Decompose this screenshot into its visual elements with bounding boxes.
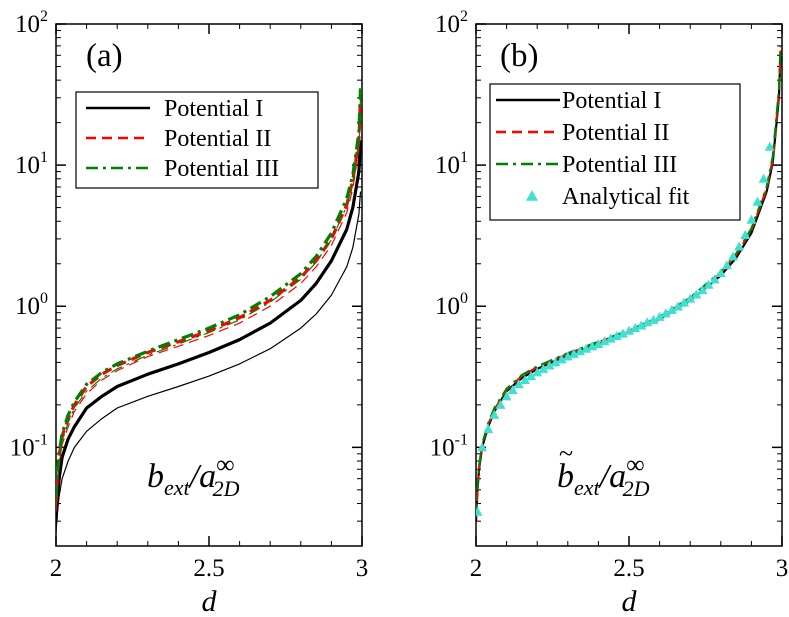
analytical-fit-point <box>636 320 647 330</box>
analytical-fit-point <box>532 367 543 377</box>
x-axis-label-a: d <box>202 585 218 617</box>
y-tick-label: 100 <box>435 290 468 320</box>
y-tick-label: 102 <box>15 8 48 38</box>
annotation-a: bext/a∞ 2D <box>147 450 240 501</box>
series-line-potential-ii <box>56 97 362 504</box>
legend-a: Potential I Potential II Potential III <box>75 91 319 189</box>
analytical-fit-point <box>611 331 622 341</box>
y-tick-label: 101 <box>15 149 48 179</box>
analytical-fit-point <box>507 384 518 394</box>
analytical-fit-point <box>648 314 659 324</box>
analytical-fit-point <box>642 317 653 327</box>
legend-label-potential-ii: Potential II <box>164 126 271 152</box>
analytical-fit-point <box>593 339 604 349</box>
analytical-fit-point <box>624 325 634 335</box>
x-axis-label-b: d <box>622 585 638 617</box>
annotation-tilde-b: ~ <box>559 439 573 468</box>
series-line-potential-iii <box>56 88 362 497</box>
analytical-fit-point <box>703 279 714 289</box>
analytical-fit-point <box>483 423 494 433</box>
analytical-fit-point <box>654 311 665 321</box>
analytical-fit-point <box>715 268 726 278</box>
analytical-fit-point <box>575 346 586 356</box>
x-tick-label: 2.5 <box>193 555 224 582</box>
analytical-fit-point <box>721 260 732 270</box>
analytical-fit-point <box>666 305 677 315</box>
analytical-fit-point <box>495 399 506 409</box>
analytical-fit-point <box>709 274 720 284</box>
legend-label-potential-iii: Potential III <box>164 156 279 182</box>
y-tick-label: 102 <box>435 8 468 38</box>
analytical-fit-point <box>562 351 573 361</box>
legend-swatch-analytical-fit <box>526 190 538 201</box>
analytical-fit-point <box>568 348 579 358</box>
x-tick-label: 2.5 <box>613 555 644 582</box>
y-tick-label: 100 <box>15 290 48 320</box>
y-tick-label: 10-1 <box>10 431 48 461</box>
analytical-fit-point <box>660 308 671 318</box>
analytical-fit-point <box>630 323 641 333</box>
x-tick-label: 3 <box>776 555 789 582</box>
series-line-potential-i <box>56 191 362 533</box>
analytical-fit-point <box>697 285 708 295</box>
analytical-fit-point <box>599 336 610 346</box>
legend-label-potential-ii: Potential II <box>562 120 669 146</box>
series-line-potential-ii <box>56 108 362 512</box>
curves-b <box>476 45 782 522</box>
axis-ticks-a <box>55 23 363 547</box>
legend-label-potential-i: Potential I <box>164 96 263 122</box>
legend-label-analytical-fit: Analytical fit <box>562 184 690 210</box>
analytical-fit-point <box>764 141 775 151</box>
y-tick-label: 10-1 <box>430 431 468 461</box>
analytical-fit-point <box>538 363 549 373</box>
y-tick-labels-b: 102 101 100 10-1 <box>430 8 468 461</box>
curves-a <box>56 88 362 533</box>
panel-label-a: (a) <box>86 38 123 74</box>
analytical-fit-point <box>581 343 592 353</box>
annotation-b: bext/a∞ 2D <box>557 450 650 501</box>
legend-b: Potential I Potential II Potential III Anal… <box>489 83 741 221</box>
analytical-fit-point <box>672 301 683 311</box>
x-tick-label: 2 <box>50 555 63 582</box>
analytical-fit-point <box>728 251 739 261</box>
y-tick-label: 101 <box>435 149 468 179</box>
panel-label-b: (b) <box>500 38 538 74</box>
x-tick-label: 3 <box>356 555 369 582</box>
analytical-fit-point <box>685 293 696 303</box>
analytical-fit-point <box>556 354 567 364</box>
analytical-fit-point <box>734 241 745 251</box>
analytical-fit-point <box>691 289 702 299</box>
analytical-fit-point <box>752 196 763 206</box>
analytical-fit-point <box>526 371 537 381</box>
analytical-fit-point <box>679 297 690 307</box>
series-line-potential-i <box>56 140 362 522</box>
analytical-fit-point <box>513 379 524 389</box>
analytical-fit-point <box>550 357 561 367</box>
x-tick-labels-b: 2 2.5 3 <box>470 555 789 582</box>
axis-ticks-b <box>475 23 783 547</box>
legend-label-potential-i: Potential I <box>562 88 661 114</box>
analytical-fit-point <box>617 328 628 338</box>
x-tick-labels-a: 2 2.5 3 <box>50 555 369 582</box>
analytical-fit-point <box>587 341 598 351</box>
legend-label-potential-iii: Potential III <box>562 152 677 178</box>
analytical-fit-point <box>746 214 757 224</box>
series-line-potential-iii <box>56 97 362 504</box>
analytical-fit-point <box>519 375 530 385</box>
analytical-fit-point <box>477 442 488 452</box>
y-tick-labels-a: 102 101 100 10-1 <box>10 8 48 461</box>
analytical-fit-point <box>476 506 483 516</box>
analytical-fit-point <box>605 333 616 343</box>
analytical-fit-point <box>544 360 555 370</box>
x-tick-label: 2 <box>470 555 483 582</box>
analytical-fit-point <box>740 229 751 239</box>
analytical-fit-point <box>758 173 769 183</box>
analytical-fit-point <box>501 391 512 401</box>
analytical-fit-point <box>489 409 500 419</box>
